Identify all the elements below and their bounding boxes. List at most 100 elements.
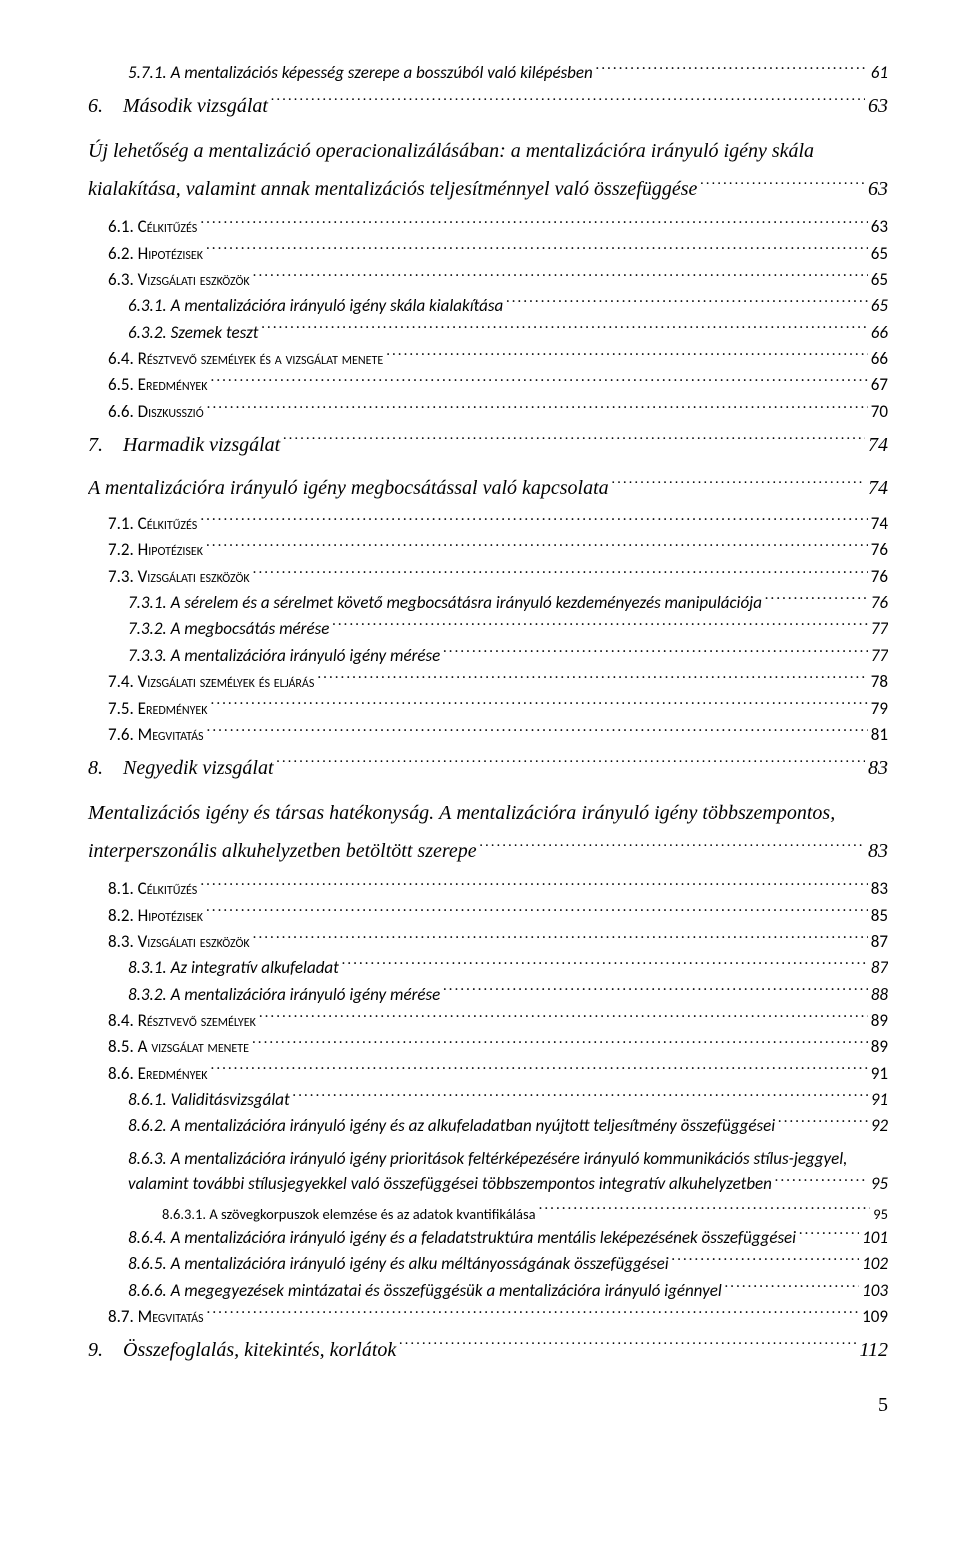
toc-label: 8.6.5. A mentalizációra irányuló igény é…	[128, 1251, 669, 1277]
toc-label: 9. Összefoglalás, kitekintés, korlátok	[88, 1330, 396, 1370]
toc-entry: 7.1. Célkitűzés 74	[108, 511, 888, 537]
toc-page: 102	[862, 1251, 888, 1277]
toc-leader	[799, 1226, 859, 1243]
toc-entry: 7.4. Vizsgálati személyek és eljárás 78	[108, 669, 888, 695]
toc-entry: 8.4. Résztvevő személyek89	[108, 1008, 888, 1034]
toc-page: 74	[868, 425, 888, 465]
toc-leader	[317, 670, 867, 687]
toc-label: 6.5. Eredmények	[108, 372, 208, 398]
toc-leader	[262, 321, 868, 338]
toc-leader	[775, 1172, 868, 1189]
toc-entry: Új lehetőség a mentalizáció operacionali…	[88, 132, 888, 208]
toc-page: 79	[871, 696, 888, 722]
toc-leader	[277, 754, 865, 774]
toc-entry: 6.3.1. A mentalizációra irányuló igény s…	[128, 293, 888, 319]
toc-entry: 6.6. Diszkusszió70	[108, 399, 888, 425]
toc-entry: 7.3.3. A mentalizációra irányuló igény m…	[128, 643, 888, 669]
toc-entry: 8.1. Célkitűzés83	[108, 876, 888, 902]
toc-page: 95	[873, 1203, 888, 1225]
toc-entry: 7.6. Megvitatás81	[108, 722, 888, 748]
toc-page: 95	[871, 1171, 888, 1197]
toc-page: 83	[868, 832, 888, 870]
toc-leader	[207, 400, 868, 417]
toc-page: 81	[871, 722, 888, 748]
toc-label: 8.4. Résztvevő személyek	[108, 1008, 256, 1034]
toc-entry: 6.5. Eredmények 67	[108, 372, 888, 398]
toc-entry: 7.2. Hipotézisek 76	[108, 537, 888, 563]
toc-page: 77	[871, 643, 888, 669]
toc-leader	[293, 1088, 868, 1105]
toc-leader	[259, 1009, 868, 1026]
toc-label: 8.6.1. Validitásvizsgálat	[128, 1087, 290, 1113]
toc-leader	[206, 904, 868, 921]
toc-leader	[252, 1035, 868, 1052]
toc-page: 67	[871, 372, 888, 398]
toc-leader	[700, 175, 865, 195]
toc-page: 76	[871, 564, 888, 590]
toc-leader	[778, 1114, 868, 1131]
toc-page: 83	[868, 748, 888, 788]
toc-page: 76	[871, 537, 888, 563]
toc-leader	[206, 242, 868, 259]
toc-page: 92	[871, 1113, 888, 1139]
toc-entry: 8.2. Hipotézisek85	[108, 903, 888, 929]
toc-leader	[539, 1204, 871, 1219]
toc-page: 74	[871, 511, 888, 537]
toc-leader	[211, 1062, 868, 1079]
toc-label: 8.1. Célkitűzés	[108, 876, 197, 902]
toc-page: 63	[868, 170, 888, 208]
toc-entry: 6.3.2. Szemek teszt 66	[128, 320, 888, 346]
toc-page: 77	[871, 616, 888, 642]
toc-leader	[206, 538, 868, 555]
toc-label: 7.4. Vizsgálati személyek és eljárás	[108, 669, 314, 695]
toc-entry: 8.6.3.1. A szövegkorpuszok elemzése és a…	[162, 1203, 888, 1225]
toc-page: 85	[871, 903, 888, 929]
toc-leader	[253, 930, 868, 947]
toc-label: 6.3.1. A mentalizációra irányuló igény s…	[128, 293, 503, 319]
table-of-contents: 5.7.1. A mentalizációs képesség szerepe …	[88, 60, 888, 1370]
toc-label: 8.3.1. Az integratív alkufeladat	[128, 955, 339, 981]
toc-leader	[200, 215, 867, 232]
toc-label: 6.6. Diszkusszió	[108, 399, 204, 425]
toc-label: 8.6.2. A mentalizációra irányuló igény é…	[128, 1113, 775, 1139]
toc-page: 66	[871, 320, 888, 346]
toc-leader	[200, 877, 867, 894]
toc-entry: 8.3. Vizsgálati eszközök87	[108, 929, 888, 955]
toc-entry: 6.4. Résztvevő személyek és a vizsgálat …	[108, 346, 888, 372]
toc-leader	[271, 92, 865, 112]
toc-page: 87	[871, 955, 888, 981]
toc-entry: 7.5. Eredmények 79	[108, 696, 888, 722]
toc-entry: 8.6.4. A mentalizációra irányuló igény é…	[128, 1225, 888, 1251]
toc-leader	[443, 983, 868, 1000]
toc-leader	[253, 268, 868, 285]
toc-page: 65	[871, 241, 888, 267]
toc-label: 8.6.4. A mentalizációra irányuló igény é…	[128, 1225, 796, 1251]
toc-leader	[211, 373, 868, 390]
toc-page: 101	[862, 1225, 888, 1251]
toc-entry: 8.6.1. Validitásvizsgálat91	[128, 1087, 888, 1113]
toc-leader	[283, 431, 865, 451]
toc-label: 8. Negyedik vizsgálat	[88, 748, 274, 788]
toc-page: 109	[862, 1304, 888, 1330]
toc-entry: 8.5. A vizsgálat menete89	[108, 1034, 888, 1060]
toc-entry: 7. Harmadik vizsgálat74	[88, 425, 888, 465]
toc-label: 7.1. Célkitűzés	[108, 511, 197, 537]
toc-entry: 8.6.5. A mentalizációra irányuló igény é…	[128, 1251, 888, 1277]
toc-leader	[342, 956, 868, 973]
toc-entry: 8.6. Eredmények91	[108, 1061, 888, 1087]
toc-entry: 6.3. Vizsgálati eszközök65	[108, 267, 888, 293]
toc-page: 103	[862, 1278, 888, 1304]
toc-leader	[386, 347, 868, 364]
toc-entry: 7.3.1. A sérelem és a sérelmet követő me…	[128, 590, 888, 616]
toc-label: 7.5. Eredmények	[108, 696, 208, 722]
toc-page: 78	[871, 669, 888, 695]
toc-label: 8.5. A vizsgálat menete	[108, 1034, 249, 1060]
toc-entry: 8.6.3. A mentalizációra irányuló igény p…	[128, 1146, 888, 1197]
toc-entry: 8. Negyedik vizsgálat 83	[88, 748, 888, 788]
page-number: 5	[88, 1394, 888, 1417]
toc-label: 7.2. Hipotézisek	[108, 537, 203, 563]
toc-leader	[200, 512, 867, 529]
toc-entry: 8.7. Megvitatás109	[108, 1304, 888, 1330]
toc-label: 6.3.2. Szemek teszt	[128, 320, 259, 346]
toc-leader	[506, 294, 868, 311]
